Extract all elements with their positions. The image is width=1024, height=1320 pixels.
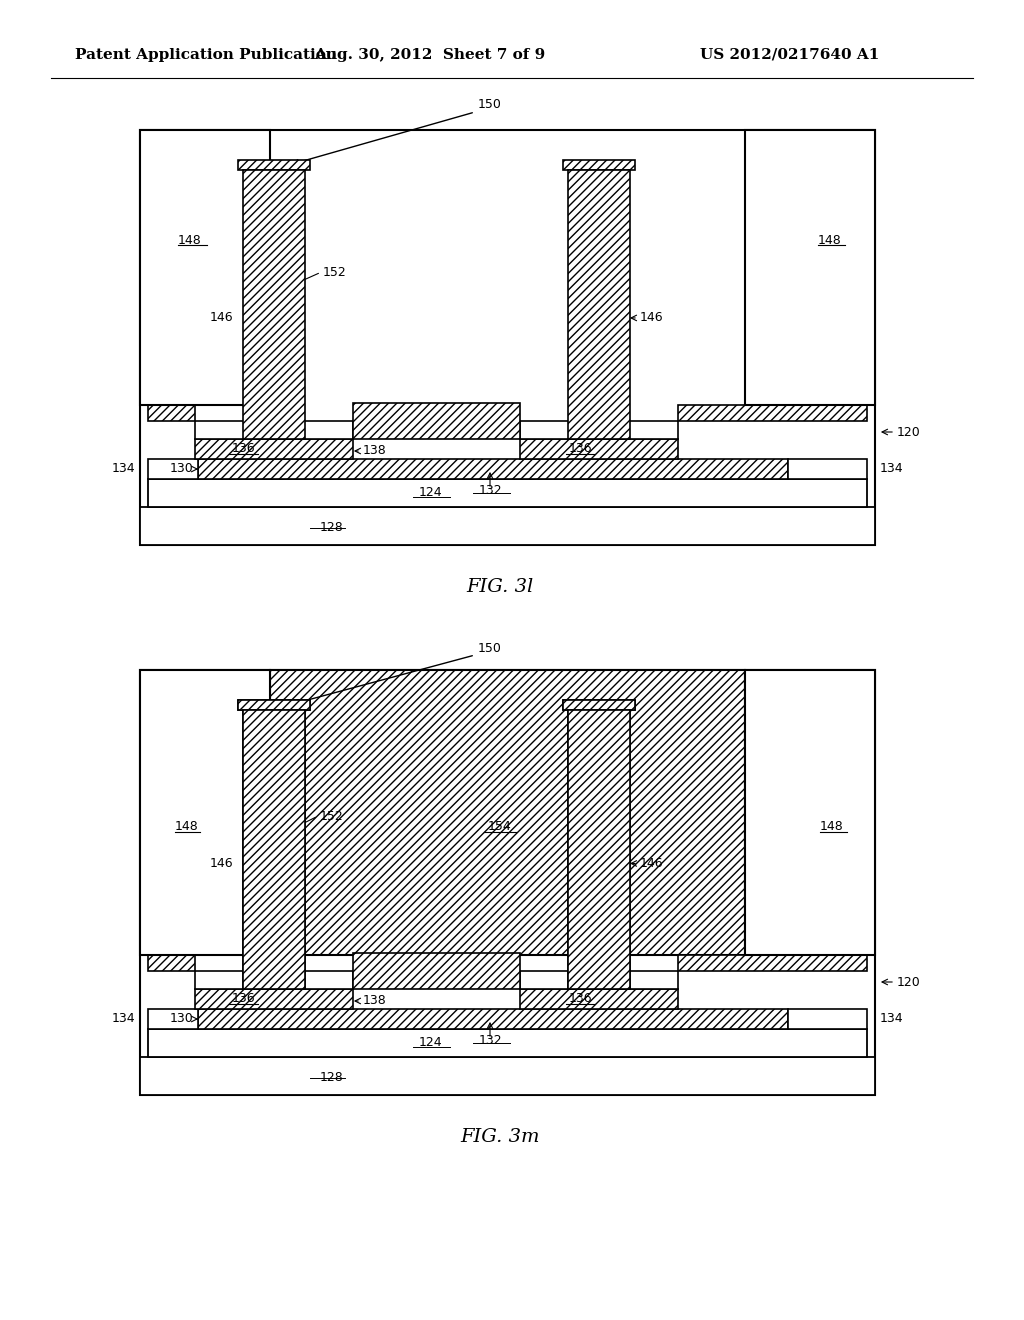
- Bar: [140, 1057, 874, 1096]
- Text: 124: 124: [418, 487, 441, 499]
- Text: 120: 120: [897, 975, 921, 989]
- Text: 154: 154: [488, 820, 512, 833]
- Bar: [563, 160, 635, 170]
- Bar: [270, 671, 745, 954]
- Bar: [745, 129, 874, 405]
- Bar: [195, 989, 353, 1008]
- Bar: [520, 972, 678, 989]
- Bar: [788, 1008, 867, 1030]
- Text: 150: 150: [478, 99, 502, 111]
- Bar: [148, 1030, 867, 1057]
- Bar: [238, 160, 310, 170]
- Bar: [238, 700, 310, 710]
- Text: 134: 134: [112, 462, 135, 475]
- Text: 130: 130: [169, 1012, 193, 1026]
- Text: 128: 128: [319, 521, 344, 535]
- Bar: [140, 129, 270, 405]
- Text: 128: 128: [319, 1072, 344, 1085]
- Text: 136: 136: [231, 442, 255, 455]
- Bar: [568, 710, 630, 989]
- Text: 120: 120: [897, 425, 921, 438]
- Bar: [148, 479, 867, 507]
- Text: 134: 134: [112, 1012, 135, 1026]
- Bar: [148, 954, 195, 972]
- Text: 136: 136: [568, 993, 592, 1006]
- Bar: [353, 953, 520, 989]
- Bar: [140, 507, 874, 545]
- Text: 148: 148: [178, 234, 202, 247]
- Text: Patent Application Publication: Patent Application Publication: [75, 48, 337, 62]
- Bar: [148, 1008, 198, 1030]
- Bar: [148, 405, 195, 421]
- Bar: [678, 954, 867, 972]
- Text: FIG. 3l: FIG. 3l: [466, 578, 534, 597]
- Bar: [243, 710, 305, 989]
- Text: 148: 148: [175, 820, 199, 833]
- Text: 152: 152: [319, 809, 344, 822]
- Bar: [788, 459, 867, 479]
- Bar: [243, 710, 305, 989]
- Bar: [678, 405, 867, 421]
- Bar: [568, 710, 630, 989]
- Bar: [520, 989, 678, 1008]
- Bar: [520, 421, 678, 440]
- Text: 148: 148: [820, 820, 844, 833]
- Text: 138: 138: [362, 445, 387, 458]
- Text: 150: 150: [478, 642, 502, 655]
- Text: 152: 152: [323, 265, 347, 279]
- Text: 138: 138: [362, 994, 387, 1007]
- Bar: [195, 421, 353, 440]
- Bar: [148, 459, 198, 479]
- Text: 124: 124: [418, 1036, 441, 1049]
- Text: 146: 146: [209, 857, 233, 870]
- Text: 136: 136: [231, 993, 255, 1006]
- Text: 146: 146: [640, 857, 664, 870]
- Text: 134: 134: [880, 462, 903, 475]
- Bar: [238, 700, 310, 710]
- Text: 134: 134: [880, 1012, 903, 1026]
- Text: 132: 132: [478, 1035, 502, 1048]
- Bar: [140, 671, 270, 954]
- Bar: [195, 440, 353, 459]
- Text: FIG. 3m: FIG. 3m: [460, 1129, 540, 1146]
- Text: 146: 146: [640, 312, 664, 325]
- Bar: [195, 972, 353, 989]
- Bar: [353, 403, 520, 440]
- Bar: [140, 129, 874, 545]
- Text: 136: 136: [568, 442, 592, 455]
- Bar: [140, 671, 874, 1096]
- Bar: [198, 1008, 788, 1030]
- Text: 130: 130: [169, 462, 193, 475]
- Text: 148: 148: [818, 234, 842, 247]
- Text: US 2012/0217640 A1: US 2012/0217640 A1: [700, 48, 880, 62]
- Bar: [745, 671, 874, 954]
- Text: 146: 146: [209, 312, 233, 325]
- Bar: [563, 700, 635, 710]
- Bar: [243, 170, 305, 440]
- Bar: [568, 170, 630, 440]
- Bar: [563, 700, 635, 710]
- Text: Aug. 30, 2012  Sheet 7 of 9: Aug. 30, 2012 Sheet 7 of 9: [314, 48, 546, 62]
- Bar: [198, 459, 788, 479]
- Bar: [520, 440, 678, 459]
- Text: 132: 132: [478, 484, 502, 498]
